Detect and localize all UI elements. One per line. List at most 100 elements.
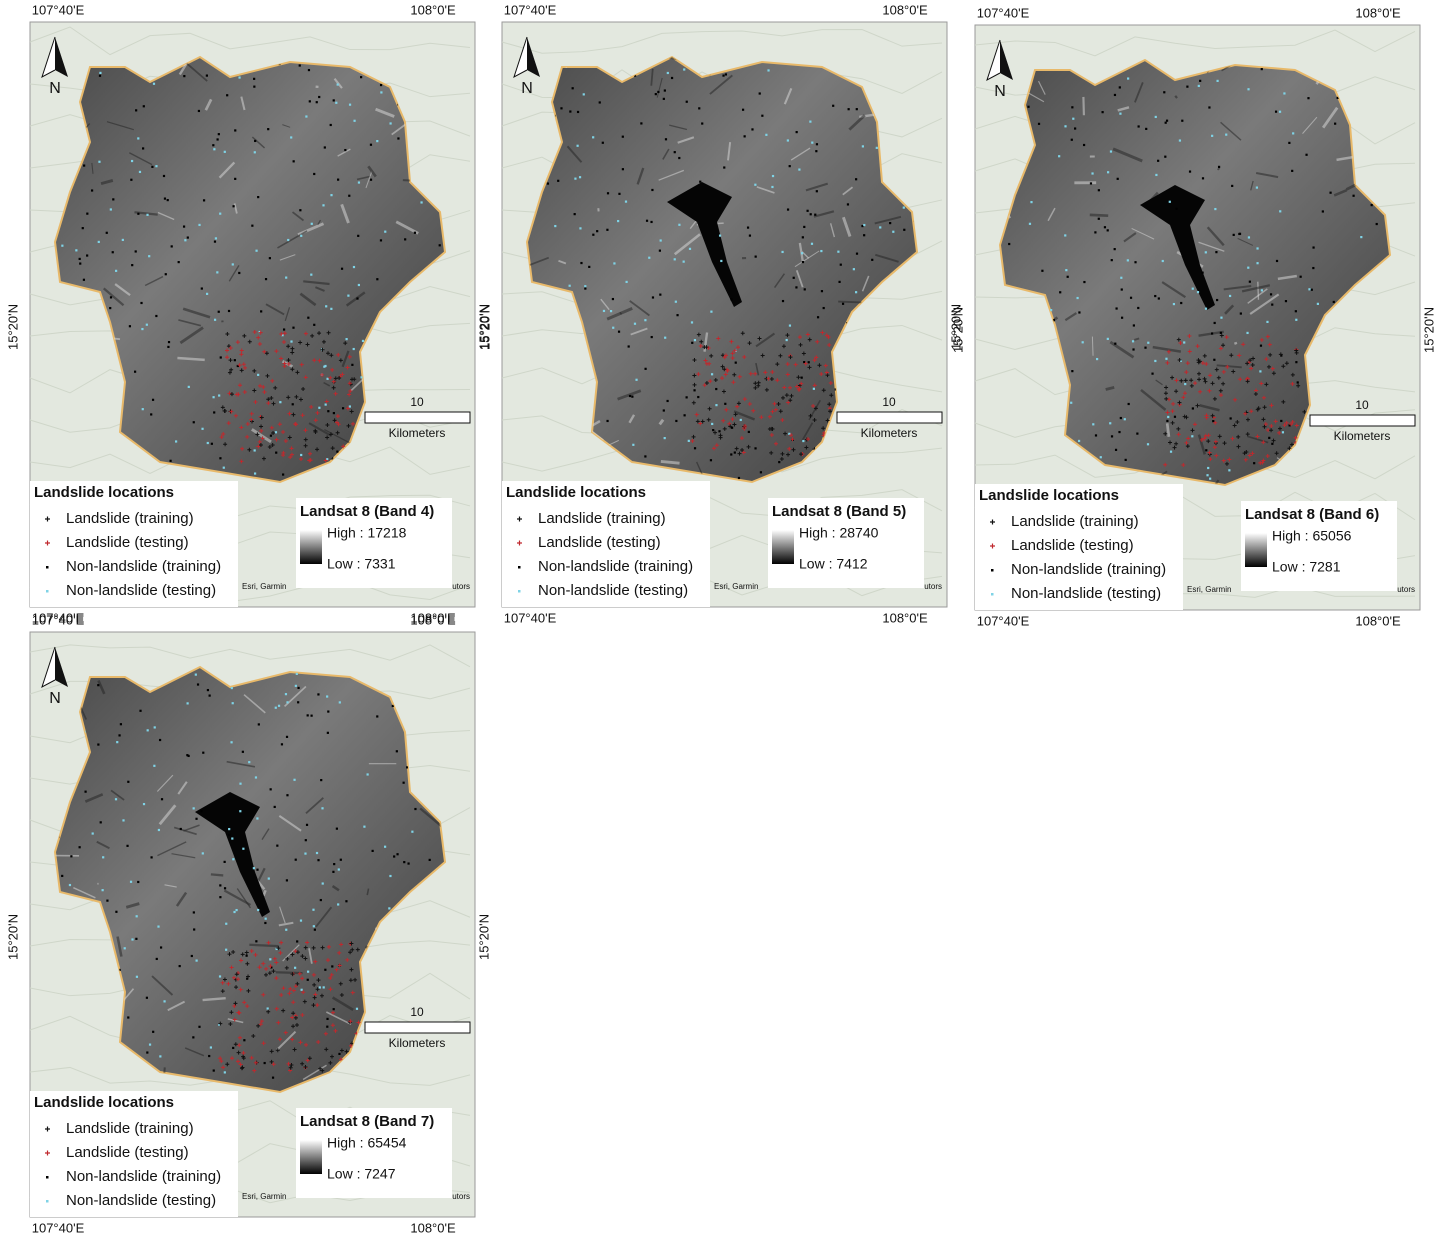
legend-item: Non-landslide (testing) <box>1011 585 1161 602</box>
sample-point <box>345 900 347 902</box>
sample-point <box>370 179 372 181</box>
longitude-label: 108°0'E <box>882 610 928 625</box>
sample-point <box>115 270 117 272</box>
sample-point <box>853 268 855 270</box>
sample-point <box>1295 361 1297 363</box>
sample-point <box>1119 86 1121 88</box>
sample-point <box>699 181 701 183</box>
sample-point <box>767 69 769 71</box>
sample-point <box>439 244 441 246</box>
sample-point <box>136 976 138 978</box>
sample-point <box>211 443 213 445</box>
sample-point <box>1067 276 1069 278</box>
sample-point <box>290 136 292 138</box>
sample-point <box>158 829 160 831</box>
sample-point <box>722 75 724 77</box>
sample-point <box>79 262 81 264</box>
sample-point <box>358 181 360 183</box>
sample-point <box>164 198 166 200</box>
ridge <box>1175 96 1177 98</box>
sample-point <box>666 400 668 402</box>
sample-point <box>224 861 226 863</box>
sample-point <box>270 788 272 790</box>
attribution: Esri, Garmin <box>1187 585 1231 594</box>
legend-item: Landslide (testing) <box>538 534 661 551</box>
sample-point <box>296 940 298 942</box>
sample-point <box>738 477 740 479</box>
sample-point <box>232 1047 234 1049</box>
legend-item: Non-landslide (training) <box>66 1168 221 1185</box>
sample-point <box>264 1062 266 1064</box>
sample-point <box>1136 433 1138 435</box>
sample-point <box>1220 317 1222 319</box>
sample-point <box>1256 262 1258 264</box>
sample-point <box>311 223 313 225</box>
sample-point <box>640 122 642 124</box>
sample-point <box>279 401 281 403</box>
sample-point <box>319 986 321 988</box>
color-ramp <box>300 530 322 564</box>
sample-point <box>163 1000 165 1002</box>
sample-point <box>1096 358 1098 360</box>
sample-point <box>814 214 816 216</box>
sample-point <box>1098 189 1100 191</box>
sample-point <box>130 881 132 883</box>
sample-point <box>97 684 99 686</box>
sample-point <box>1246 332 1248 334</box>
sample-point <box>228 310 230 312</box>
sample-point <box>580 262 582 264</box>
sample-point <box>356 1008 358 1010</box>
attribution: utors <box>1397 585 1415 594</box>
sample-point <box>143 803 145 805</box>
sample-point <box>1008 243 1010 245</box>
sample-point <box>1074 127 1076 129</box>
sample-point <box>1253 462 1255 464</box>
sample-point <box>1211 332 1213 334</box>
sample-point <box>1110 150 1112 152</box>
sample-point <box>1127 259 1129 261</box>
sample-point <box>622 136 624 138</box>
sample-point <box>256 817 258 819</box>
sample-point <box>224 1071 226 1073</box>
sample-point <box>1120 277 1122 279</box>
sample-point <box>98 161 100 163</box>
sample-point <box>214 319 216 321</box>
sample-point <box>1174 416 1176 418</box>
sample-point <box>269 257 271 259</box>
sample-point <box>747 227 749 229</box>
sample-point <box>855 291 857 293</box>
sample-point <box>216 271 218 273</box>
sample-point <box>274 806 276 808</box>
sample-point <box>1162 260 1164 262</box>
scale-value: 10 <box>882 395 896 409</box>
sample-point <box>612 327 614 329</box>
sample-point <box>625 201 627 203</box>
ridge <box>1134 338 1139 339</box>
sample-point <box>360 76 362 78</box>
sample-point <box>1261 289 1263 291</box>
sample-point <box>332 871 334 873</box>
sample-point <box>376 140 378 142</box>
sample-point <box>1285 300 1287 302</box>
sample-point <box>657 91 659 93</box>
sample-point <box>1104 226 1106 228</box>
sample-point <box>155 315 157 317</box>
sample-point <box>1127 77 1129 79</box>
sample-point <box>135 109 137 111</box>
sample-point <box>634 323 636 325</box>
sample-point <box>243 1039 245 1041</box>
sample-point <box>1115 307 1117 309</box>
sample-point <box>1248 236 1250 238</box>
sample-point <box>778 461 780 463</box>
legend-symbol <box>518 590 521 593</box>
sample-point <box>856 253 858 255</box>
sample-point <box>801 377 803 379</box>
sample-point <box>226 94 228 96</box>
sample-point <box>326 1018 328 1020</box>
sample-point <box>606 420 608 422</box>
sample-point <box>1211 135 1213 137</box>
sample-point <box>102 856 104 858</box>
sample-point <box>622 168 624 170</box>
sample-point <box>403 861 405 863</box>
latitude-label: 15°20'N <box>5 304 20 350</box>
